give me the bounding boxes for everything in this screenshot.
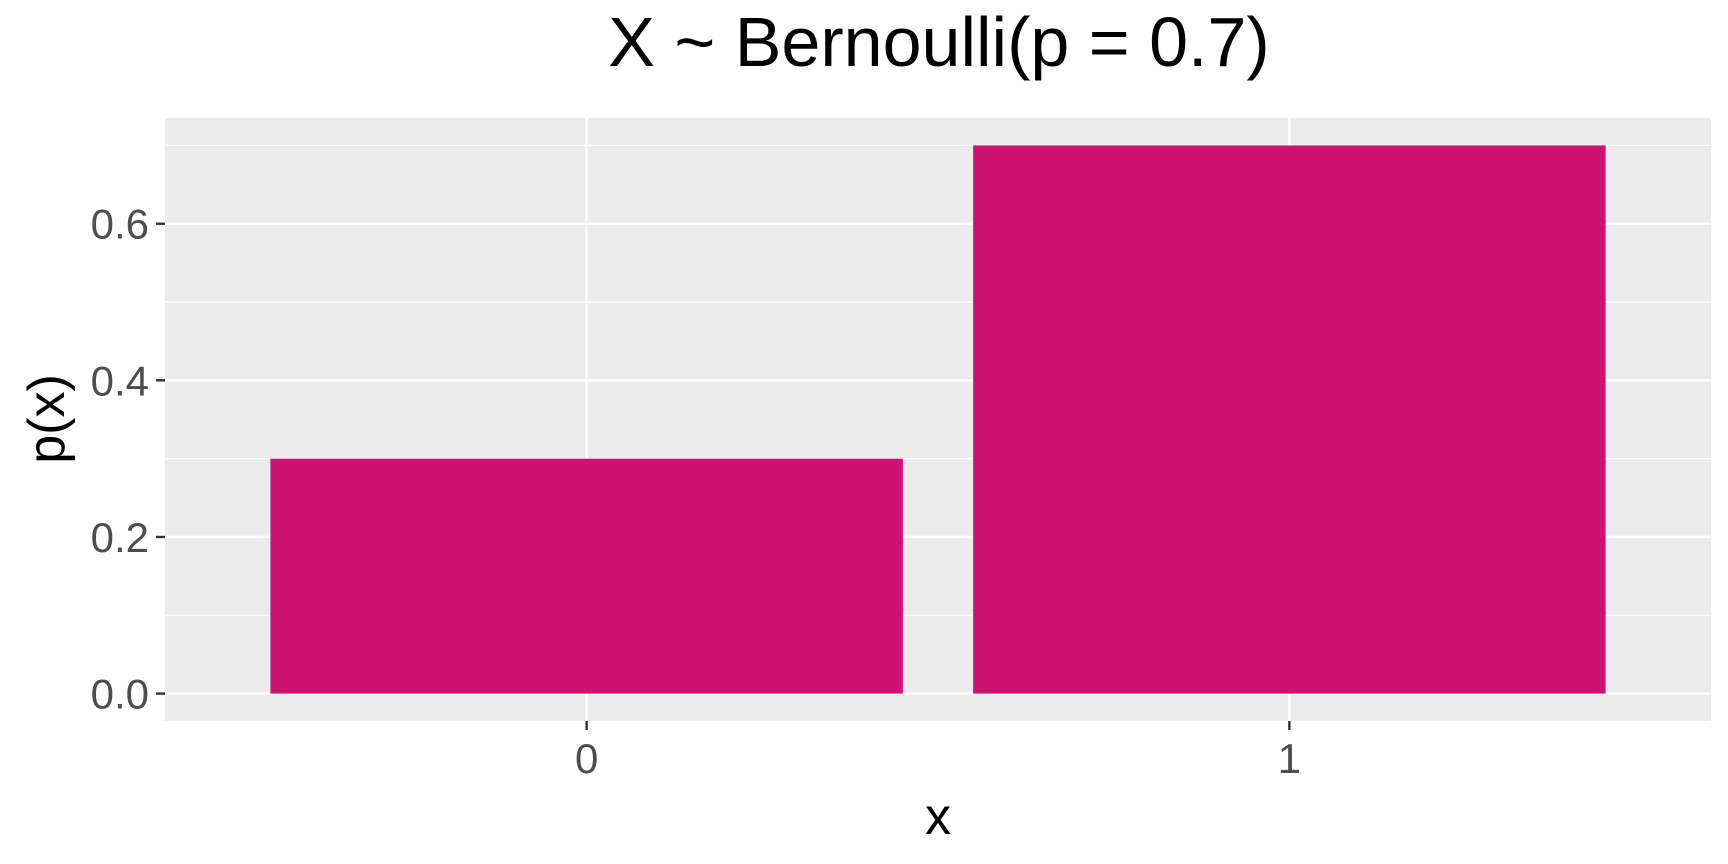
x-tick-label: 0 (575, 735, 598, 782)
y-tick-label: 0.4 (91, 357, 149, 404)
x-axis-title: x (925, 788, 951, 846)
y-tick-label: 0.0 (91, 671, 149, 718)
chart-title: X ~ Bernoulli(p = 0.7) (608, 3, 1269, 81)
y-axis: 0.0 0.2 0.4 0.6 (91, 201, 165, 718)
y-tick-label: 0.6 (91, 201, 149, 248)
y-tick-label: 0.2 (91, 514, 149, 561)
bar-1 (973, 145, 1606, 694)
x-tick-label: 1 (1278, 735, 1301, 782)
y-axis-title: p(x) (18, 374, 76, 464)
bar-0 (270, 458, 903, 694)
bars (270, 145, 1606, 694)
